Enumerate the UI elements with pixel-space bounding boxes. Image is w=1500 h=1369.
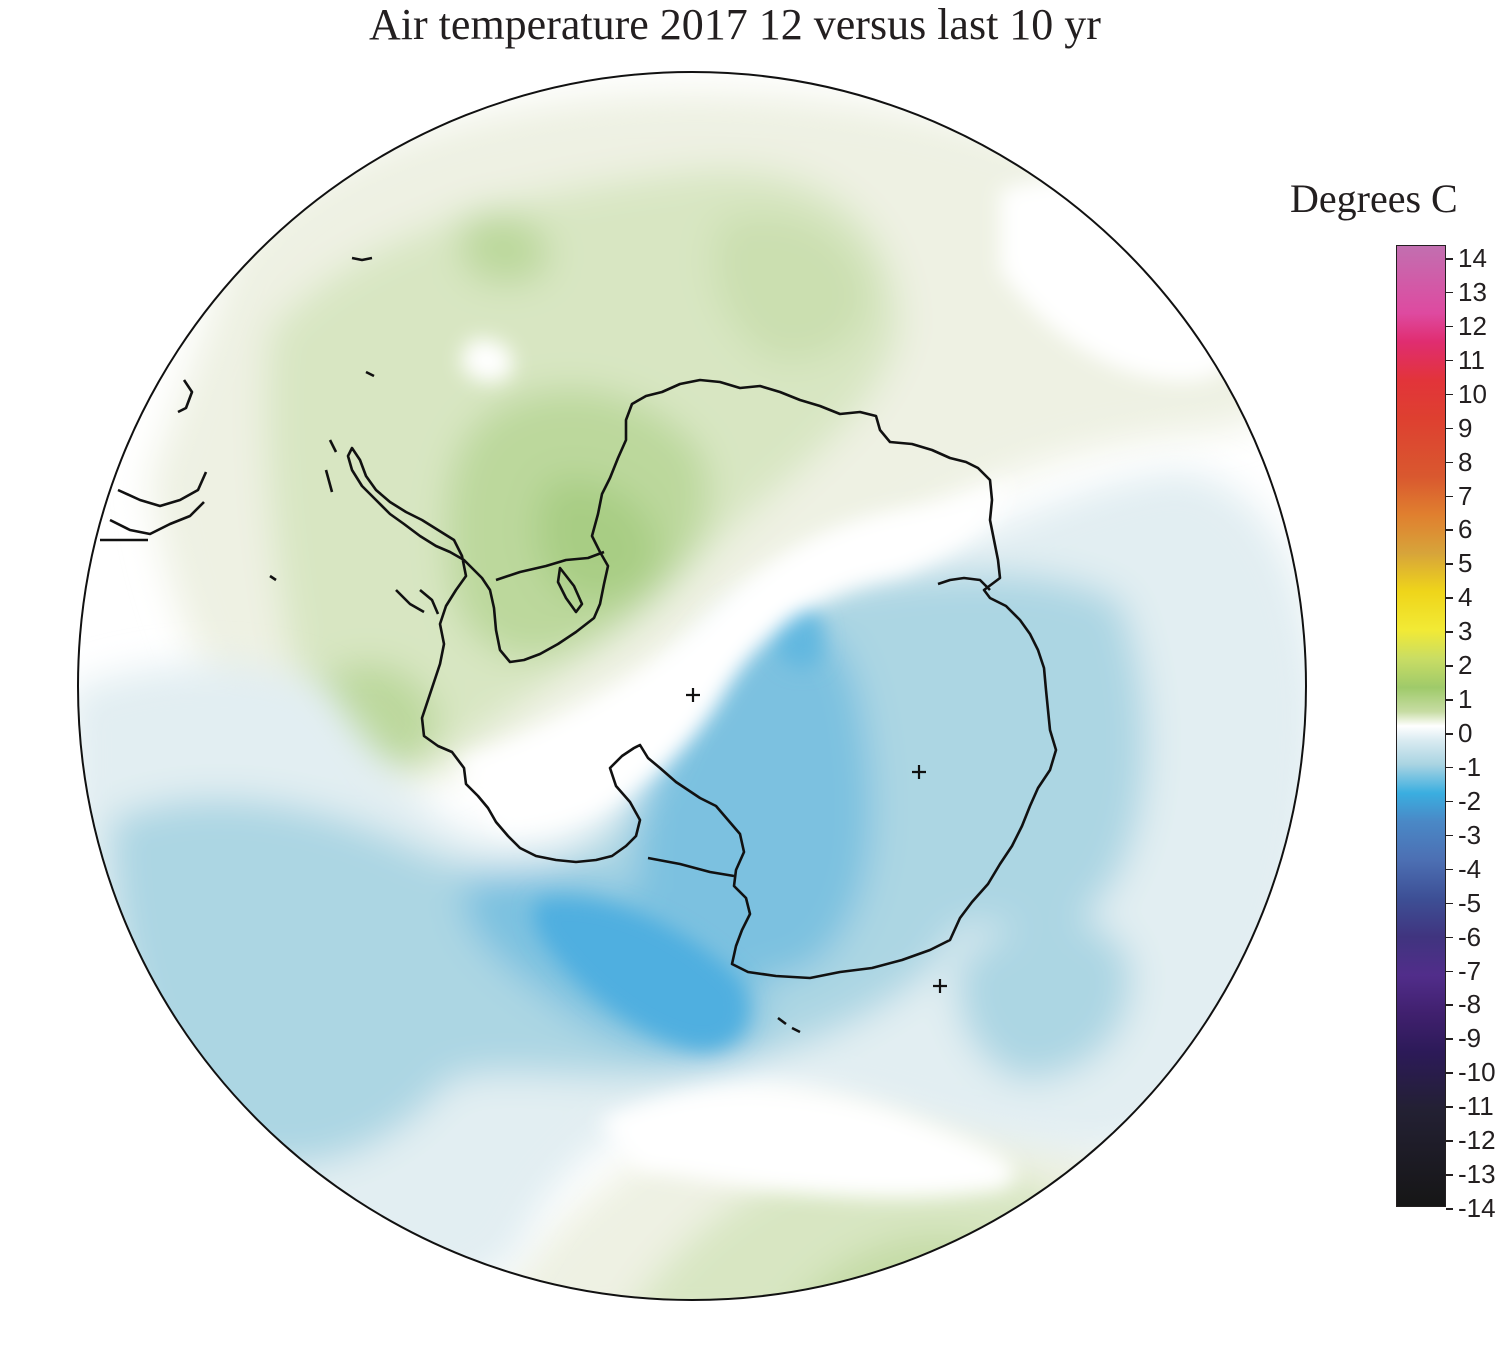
- map-title: Air temperature 2017 12 versus last 10 y…: [369, 0, 1101, 49]
- colorbar-tick-label: -12: [1458, 1125, 1496, 1156]
- colorbar-tick-mark: [1446, 597, 1453, 599]
- colorbar-tick-mark: [1446, 1208, 1453, 1210]
- colorbar-tick-label: -8: [1458, 989, 1482, 1020]
- colorbar-tick-label: 3: [1458, 616, 1473, 647]
- colorbar-tick-mark: [1446, 563, 1453, 565]
- colorbar-tick-mark: [1446, 1140, 1453, 1142]
- colorbar-tick-mark: [1446, 1004, 1453, 1006]
- colorbar-tick-label: 13: [1458, 276, 1487, 307]
- coastline: [100, 256, 1058, 1034]
- colorbar-tick-mark: [1446, 495, 1453, 497]
- colorbar-tick-label: 1: [1458, 684, 1473, 715]
- colorbar-tick-mark: [1446, 258, 1453, 260]
- sub-antarctic-islands: [269, 256, 801, 1034]
- colorbar-tick-mark: [1446, 936, 1453, 939]
- colorbar-tick-label: -7: [1458, 955, 1482, 986]
- colorbar-tick-mark: [1446, 1174, 1453, 1176]
- colorbar-tick-label: -10: [1458, 1057, 1496, 1088]
- ronne-filchner-shelf: [495, 550, 605, 582]
- colorbar-tick-mark: [1446, 359, 1453, 362]
- colorbar-tick-mark: [1446, 427, 1453, 430]
- colorbar-tick-mark: [1446, 1106, 1453, 1108]
- colorbar-tick-label: 7: [1458, 480, 1473, 511]
- colorbar-tick-mark: [1446, 291, 1453, 294]
- berkner-island: [556, 566, 584, 614]
- colorbar-tick-mark: [1446, 699, 1453, 701]
- colorbar-tick-mark: [1446, 325, 1453, 328]
- station-marker: [686, 688, 700, 702]
- colorbar-tick-label: -11: [1458, 1091, 1494, 1122]
- colorbar-tick-label: -4: [1458, 853, 1482, 884]
- colorbar-tick-label: 11: [1458, 344, 1485, 375]
- station-marker: [933, 979, 947, 993]
- south-america-tip: [100, 379, 208, 542]
- colorbar-tick-label: 0: [1458, 718, 1473, 748]
- station-marker: [912, 765, 926, 779]
- colorbar-tick-label: -1: [1458, 751, 1482, 782]
- antarctica-coast: [346, 378, 1058, 980]
- colorbar-tick-mark: [1446, 970, 1453, 972]
- colorbar-tick-label: -9: [1458, 1023, 1482, 1054]
- colorbar-tick-mark: [1446, 868, 1453, 871]
- colorbar-tick-label: 6: [1458, 514, 1473, 545]
- colorbar-tick-label: -6: [1458, 921, 1482, 952]
- peninsula-islands: [324, 439, 440, 615]
- colorbar-tick-mark: [1446, 665, 1453, 667]
- amery-ice-shelf: [937, 576, 991, 591]
- colorbar-tick-label: 4: [1458, 582, 1473, 613]
- legend-title: Degrees C: [1290, 176, 1458, 221]
- colorbar-tick-mark: [1446, 733, 1453, 735]
- colorbar: [1396, 245, 1446, 1207]
- colorbar-tick-mark: [1446, 800, 1453, 803]
- colorbar-tick-label: -3: [1458, 819, 1482, 850]
- colorbar-tick-label: 10: [1458, 378, 1487, 409]
- colorbar-tick-mark: [1446, 393, 1453, 396]
- colorbar-tick-label: -2: [1458, 785, 1482, 816]
- colorbar-tick-mark: [1446, 1038, 1453, 1040]
- colorbar-tick-label: 2: [1458, 650, 1473, 681]
- colorbar-tick-label: -14: [1458, 1193, 1496, 1223]
- cool-anomaly-region: [78, 470, 1306, 1292]
- colorbar-tick-mark: [1446, 834, 1453, 837]
- ross-ice-shelf-edge: [647, 856, 735, 878]
- station-markers: [686, 688, 947, 993]
- colorbar-tick-label: 12: [1458, 310, 1487, 341]
- map-boundary-circle: [77, 71, 1307, 1301]
- colorbar-tick-label: 9: [1458, 412, 1473, 443]
- colorbar-tick-mark: [1446, 766, 1453, 769]
- colorbar-tick-label: -5: [1458, 887, 1482, 918]
- colorbar-tick-label: 8: [1458, 446, 1473, 477]
- colorbar-tick-mark: [1446, 1072, 1453, 1074]
- colorbar-tick-mark: [1446, 631, 1453, 633]
- colorbar-tick-mark: [1446, 902, 1453, 905]
- colorbar-tick-mark: [1446, 529, 1453, 531]
- anomaly-field: [78, 72, 1306, 1300]
- colorbar-tick-label: 14: [1458, 243, 1487, 273]
- colorbar-tick-label: 5: [1458, 548, 1473, 579]
- colorbar-tick-label: -13: [1458, 1159, 1496, 1190]
- colorbar-tick-mark: [1446, 461, 1453, 464]
